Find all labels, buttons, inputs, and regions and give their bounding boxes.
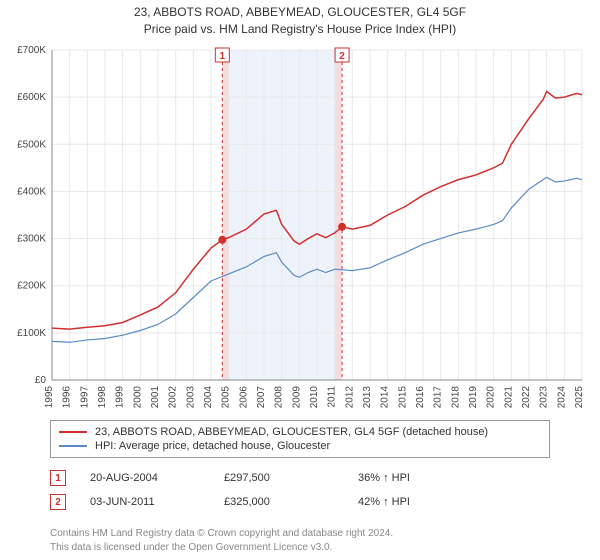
svg-text:2022: 2022 (521, 386, 532, 409)
legend-label: 23, ABBOTS ROAD, ABBEYMEAD, GLOUCESTER, … (95, 426, 488, 438)
svg-text:2020: 2020 (486, 386, 497, 409)
svg-text:2019: 2019 (468, 386, 479, 409)
svg-text:2005: 2005 (221, 386, 232, 409)
title-line-1: 23, ABBOTS ROAD, ABBEYMEAD, GLOUCESTER, … (0, 4, 600, 21)
svg-text:1995: 1995 (44, 386, 55, 409)
legend-swatch (59, 431, 87, 433)
svg-text:2021: 2021 (503, 386, 514, 409)
svg-text:1998: 1998 (97, 386, 108, 409)
svg-text:2025: 2025 (574, 386, 585, 409)
svg-text:2015: 2015 (397, 386, 408, 409)
svg-text:2006: 2006 (238, 386, 249, 409)
svg-text:2009: 2009 (291, 386, 302, 409)
sale-delta: 36% ↑ HPI (358, 472, 468, 484)
svg-text:£100K: £100K (17, 328, 46, 339)
svg-text:2017: 2017 (433, 386, 444, 409)
sale-row: 2 03-JUN-2011 £325,000 42% ↑ HPI (50, 490, 550, 514)
line-chart-svg: £0 £100K £200K £300K £400K £500K £600K £700K 199… (8, 42, 592, 412)
footer-line-1: Contains HM Land Registry data © Crown c… (50, 527, 393, 541)
sale-date: 20-AUG-2004 (90, 472, 200, 484)
svg-text:2007: 2007 (256, 386, 267, 409)
title-line-2: Price paid vs. HM Land Registry's House … (0, 21, 600, 38)
legend-item: HPI: Average price, detached house, Glou… (59, 439, 541, 453)
title-block: 23, ABBOTS ROAD, ABBEYMEAD, GLOUCESTER, … (0, 0, 600, 38)
sale-price: £325,000 (224, 496, 334, 508)
svg-text:1996: 1996 (62, 386, 73, 409)
legend-item: 23, ABBOTS ROAD, ABBEYMEAD, GLOUCESTER, … (59, 425, 541, 439)
svg-text:2014: 2014 (380, 386, 391, 409)
svg-text:2003: 2003 (185, 386, 196, 409)
legend-label: HPI: Average price, detached house, Glou… (95, 440, 330, 452)
footer: Contains HM Land Registry data © Crown c… (50, 527, 393, 554)
sale-price: £297,500 (224, 472, 334, 484)
footer-line-2: This data is licensed under the Open Gov… (50, 541, 393, 555)
svg-text:2016: 2016 (415, 386, 426, 409)
svg-text:1999: 1999 (115, 386, 126, 409)
legend: 23, ABBOTS ROAD, ABBEYMEAD, GLOUCESTER, … (50, 420, 550, 458)
sale-marker-number: 1 (55, 473, 61, 484)
svg-text:2001: 2001 (150, 386, 161, 409)
svg-text:1997: 1997 (79, 386, 90, 409)
sale-row: 1 20-AUG-2004 £297,500 36% ↑ HPI (50, 466, 550, 490)
sale-date: 03-JUN-2011 (90, 496, 200, 508)
sale-delta: 42% ↑ HPI (358, 496, 468, 508)
svg-text:£500K: £500K (17, 139, 46, 150)
legend-swatch (59, 445, 87, 447)
svg-text:1: 1 (220, 51, 226, 62)
svg-text:£200K: £200K (17, 281, 46, 292)
svg-text:2013: 2013 (362, 386, 373, 409)
svg-text:£300K: £300K (17, 234, 46, 245)
svg-text:2024: 2024 (556, 386, 567, 409)
svg-text:2011: 2011 (327, 386, 338, 408)
svg-text:£0: £0 (35, 375, 47, 386)
svg-text:2010: 2010 (309, 386, 320, 409)
svg-text:£400K: £400K (17, 186, 46, 197)
sale-marker-box: 2 (50, 494, 66, 510)
chart-area: £0 £100K £200K £300K £400K £500K £600K £700K 199… (8, 42, 592, 412)
sale-marker-number: 2 (55, 497, 61, 508)
svg-text:2002: 2002 (168, 386, 179, 409)
svg-text:£600K: £600K (17, 92, 46, 103)
svg-text:2023: 2023 (539, 386, 550, 409)
svg-text:2000: 2000 (132, 386, 143, 409)
svg-text:2018: 2018 (450, 386, 461, 409)
figure-container: 23, ABBOTS ROAD, ABBEYMEAD, GLOUCESTER, … (0, 0, 600, 560)
svg-text:2: 2 (339, 51, 345, 62)
sales-table: 1 20-AUG-2004 £297,500 36% ↑ HPI 2 03-JU… (50, 466, 550, 514)
svg-text:2008: 2008 (274, 386, 285, 409)
sale-marker-box: 1 (50, 470, 66, 486)
svg-text:2012: 2012 (344, 386, 355, 409)
svg-text:2004: 2004 (203, 386, 214, 409)
svg-text:£700K: £700K (17, 45, 46, 56)
